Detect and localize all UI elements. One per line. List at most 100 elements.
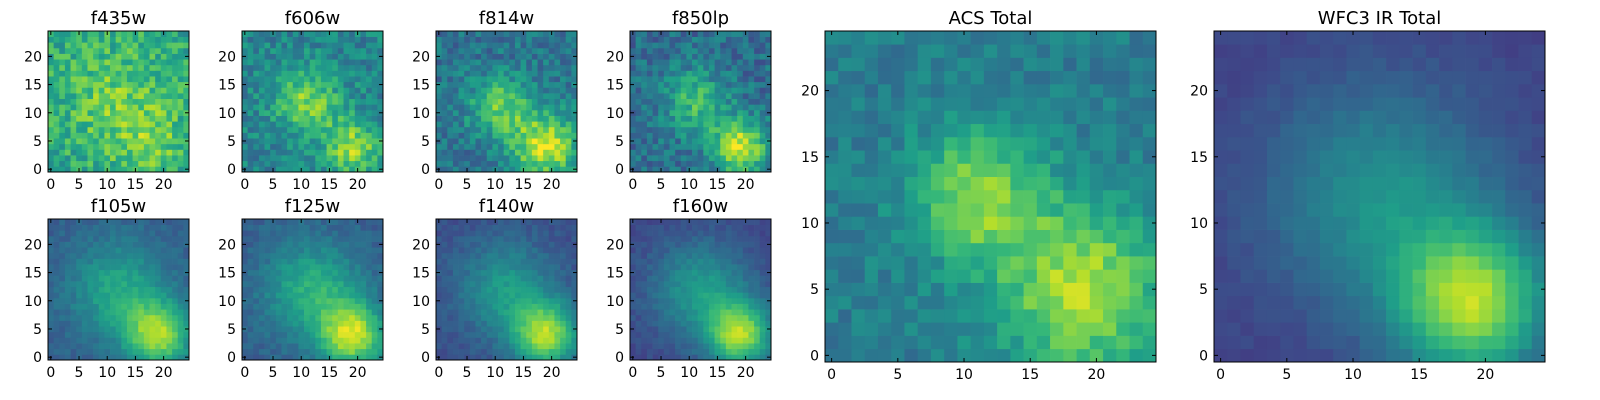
heatmap-cell: [298, 53, 305, 60]
heatmap-cell: [332, 64, 339, 71]
heatmap-cell: [304, 314, 311, 321]
heatmap-cell: [264, 138, 271, 145]
heatmap-cell: [686, 303, 693, 310]
heatmap-cell: [554, 132, 561, 139]
heatmap-cell: [258, 286, 265, 293]
heatmap-cell: [692, 53, 699, 60]
heatmap-cell: [692, 326, 699, 333]
heatmap-cell: [160, 36, 167, 43]
heatmap-cell: [258, 269, 265, 276]
heatmap-cell: [275, 109, 282, 116]
heatmap-cell: [337, 160, 344, 167]
heatmap-cell: [703, 326, 710, 333]
heatmap-cell: [315, 281, 322, 288]
heatmap-cell: [526, 326, 533, 333]
heatmap-cell: [366, 42, 373, 49]
heatmap-cell: [692, 354, 699, 361]
heatmap-cell: [458, 292, 465, 299]
heatmap-cell: [354, 337, 361, 344]
heatmap-cell: [247, 235, 254, 242]
heatmap-cell: [520, 143, 527, 150]
heatmap-cell: [537, 166, 544, 173]
heatmap-cell: [765, 126, 772, 133]
heatmap-cell: [492, 155, 499, 162]
heatmap-cell: [731, 326, 738, 333]
heatmap-cell: [531, 314, 538, 321]
heatmap-cell: [514, 247, 521, 254]
heatmap-cell: [298, 241, 305, 248]
heatmap-cell: [675, 42, 682, 49]
heatmap-cell: [315, 160, 322, 167]
heatmap-cell: [765, 149, 772, 156]
heatmap-cell: [492, 297, 499, 304]
heatmap-cell: [469, 59, 476, 66]
heatmap-cell: [680, 343, 687, 350]
heatmap-cell: [104, 264, 111, 271]
heatmap-cell: [183, 64, 190, 71]
heatmap-cell: [315, 36, 322, 43]
heatmap-cell: [675, 53, 682, 60]
heatmap-cell: [270, 115, 277, 122]
heatmap-cell: [526, 87, 533, 94]
heatmap-cell: [371, 252, 378, 259]
heatmap-cell: [458, 104, 465, 111]
heatmap-cell: [98, 264, 105, 271]
heatmap-cell: [469, 132, 476, 139]
heatmap-cell: [281, 104, 288, 111]
heatmap-cell: [686, 281, 693, 288]
heatmap-cell: [247, 258, 254, 265]
heatmap-cell: [680, 354, 687, 361]
heatmap-cell: [343, 115, 350, 122]
heatmap-cell: [652, 143, 659, 150]
heatmap-cell: [160, 320, 167, 327]
heatmap-cell: [48, 348, 54, 355]
heatmap-cell: [475, 331, 482, 338]
heatmap-cell: [658, 98, 665, 105]
heatmap-cell: [565, 104, 572, 111]
heatmap-cell: [548, 70, 555, 77]
heatmap-cell: [708, 115, 715, 122]
heatmap-cell: [166, 348, 173, 355]
heatmap-cell: [708, 36, 715, 43]
heatmap-cell: [132, 93, 139, 100]
heatmap-cell: [93, 314, 100, 321]
heatmap-cell: [183, 309, 190, 316]
heatmap-cell: [309, 98, 316, 105]
heatmap-cell: [742, 98, 749, 105]
heatmap-cell: [509, 309, 516, 316]
heatmap-cell: [554, 264, 561, 271]
heatmap-cell: [247, 81, 254, 88]
heatmap-cell: [59, 143, 66, 150]
heatmap-cell: [354, 286, 361, 293]
heatmap-cell: [132, 247, 139, 254]
heatmap-cell: [686, 297, 693, 304]
heatmap-cell: [652, 269, 659, 276]
heatmap-cell: [149, 76, 156, 83]
heatmap-cell: [441, 275, 448, 282]
heatmap-cell: [160, 115, 167, 122]
heatmap-cell: [121, 286, 128, 293]
heatmap-cell: [464, 343, 471, 350]
heatmap-cell: [281, 303, 288, 310]
heatmap-cell: [115, 281, 122, 288]
heatmap-cell: [548, 87, 555, 94]
heatmap-cell: [93, 303, 100, 310]
heatmap-cell: [520, 326, 527, 333]
heatmap-cell: [126, 309, 133, 316]
heatmap-cell: [526, 70, 533, 77]
heatmap-cell: [304, 109, 311, 116]
heatmap-cell: [304, 320, 311, 327]
heatmap-cell: [59, 286, 66, 293]
heatmap-cell: [132, 331, 139, 338]
heatmap-cell: [275, 354, 282, 361]
heatmap-cell: [498, 93, 505, 100]
heatmap-cell: [680, 149, 687, 156]
heatmap-cell: [292, 126, 299, 133]
heatmap-cell: [104, 343, 111, 350]
heatmap-cell: [143, 87, 150, 94]
heatmap-cell: [486, 219, 493, 225]
heatmap-cell: [275, 326, 282, 333]
heatmap-cell: [247, 149, 254, 156]
heatmap-cell: [121, 326, 128, 333]
